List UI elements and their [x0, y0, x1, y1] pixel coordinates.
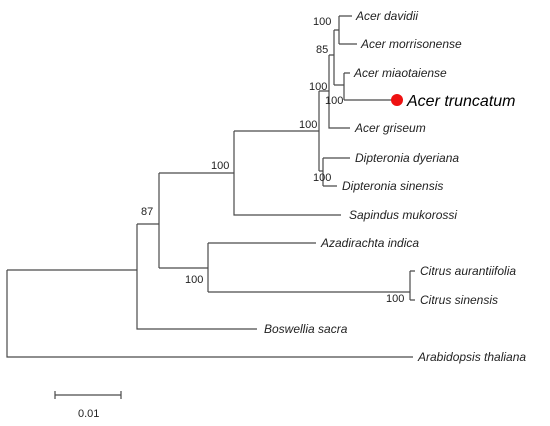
taxon-arabidopsis-thaliana: Arabidopsis thaliana [417, 350, 526, 364]
bootstrap-dipteronia: 100 [313, 172, 331, 184]
branch-dipteronia [319, 157, 350, 187]
bootstrap-davidii-morrisonense: 100 [313, 16, 331, 28]
taxon-acer-griseum: Acer griseum [354, 121, 426, 135]
branch-meliaceae-rutaceae [207, 242, 410, 293]
branch-acer-all [328, 54, 350, 129]
tree-branches [6, 15, 415, 358]
scale-bar: 0.01 [54, 391, 122, 420]
bootstrap-acer-core: 85 [316, 44, 328, 56]
bootstrap-sapindales: 87 [141, 206, 153, 218]
branch-davidii-morrisonense [338, 15, 357, 45]
taxon-dipteronia-sinensis: Dipteronia sinensis [342, 179, 443, 193]
scale-bar-line [54, 391, 122, 399]
bootstrap-acer-dipteronia: 100 [299, 119, 317, 131]
branch-sapindales-split [158, 172, 234, 269]
scale-bar-label: 0.01 [78, 408, 99, 420]
branch-acer-core [333, 29, 344, 86]
taxon-citrus-sinensis: Citrus sinensis [420, 293, 498, 307]
bootstrap-values: 100 85 100 100 100 100 100 100 100 87 [141, 16, 404, 305]
taxon-boswellia-sacra: Boswellia sacra [264, 322, 348, 336]
branch-root [6, 269, 413, 358]
branch-citrus [409, 270, 415, 301]
taxon-acer-miaotaiense: Acer miaotaiense [353, 66, 447, 80]
bootstrap-citrus: 100 [386, 293, 404, 305]
branch-miaotaiense-truncatum [343, 72, 398, 101]
bootstrap-miaotaiense-truncatum: 100 [325, 95, 343, 107]
branch-acer-dipteronia [318, 90, 329, 171]
bootstrap-sapindaceae: 100 [211, 160, 229, 172]
taxon-azadirachta-indica: Azadirachta indica [320, 236, 419, 250]
branch-sapindales-node [136, 223, 257, 330]
taxon-acer-truncatum: Acer truncatum [406, 93, 515, 110]
taxon-dipteronia-dyeriana: Dipteronia dyeriana [355, 151, 459, 165]
taxon-citrus-aurantiifolia: Citrus aurantiifolia [420, 264, 516, 278]
branch-sapindaceae [233, 130, 341, 216]
highlight-marker-icon [391, 94, 403, 106]
taxon-acer-morrisonense: Acer morrisonense [360, 37, 462, 51]
taxon-acer-davidii: Acer davidii [355, 9, 418, 23]
bootstrap-meliaceae-rutaceae: 100 [185, 274, 203, 286]
taxon-labels: Acer davidii Acer morrisonense Acer miao… [264, 9, 526, 364]
bootstrap-acer-all: 100 [309, 81, 327, 93]
taxon-sapindus-mukorossi: Sapindus mukorossi [349, 208, 457, 222]
